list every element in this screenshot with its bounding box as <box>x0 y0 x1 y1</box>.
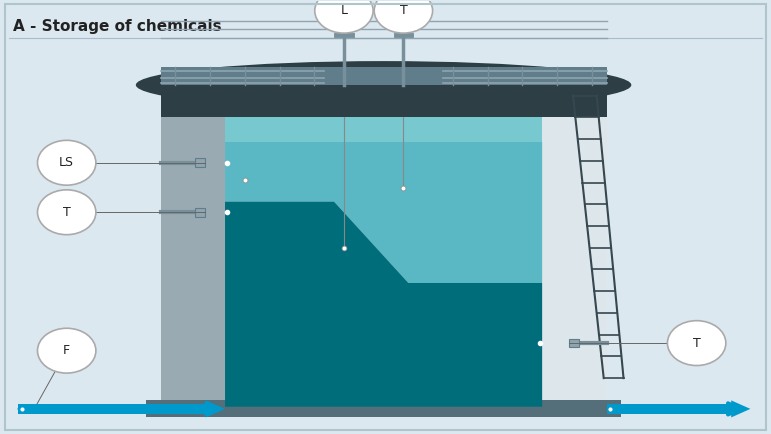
Polygon shape <box>225 117 542 141</box>
Bar <box>195 208 204 217</box>
Text: L: L <box>341 4 348 17</box>
Polygon shape <box>146 400 621 418</box>
Polygon shape <box>160 85 225 407</box>
Text: F: F <box>63 344 70 357</box>
Ellipse shape <box>38 190 96 235</box>
Ellipse shape <box>136 61 631 109</box>
Polygon shape <box>542 85 607 407</box>
Text: A - Storage of chemicals: A - Storage of chemicals <box>13 19 221 34</box>
Bar <box>570 339 578 347</box>
Ellipse shape <box>38 140 96 185</box>
Ellipse shape <box>315 0 373 33</box>
Text: T: T <box>62 206 71 219</box>
Text: T: T <box>693 337 701 350</box>
Polygon shape <box>160 67 607 85</box>
Polygon shape <box>160 85 607 407</box>
Polygon shape <box>731 400 750 418</box>
Bar <box>19 404 206 414</box>
Bar <box>195 158 204 167</box>
Bar <box>607 404 731 414</box>
Polygon shape <box>225 202 542 407</box>
Text: LS: LS <box>59 156 74 169</box>
Polygon shape <box>206 400 225 418</box>
Polygon shape <box>225 141 542 283</box>
Polygon shape <box>160 85 607 117</box>
Ellipse shape <box>38 328 96 373</box>
Text: T: T <box>399 4 407 17</box>
Ellipse shape <box>374 0 433 33</box>
Ellipse shape <box>668 321 726 365</box>
